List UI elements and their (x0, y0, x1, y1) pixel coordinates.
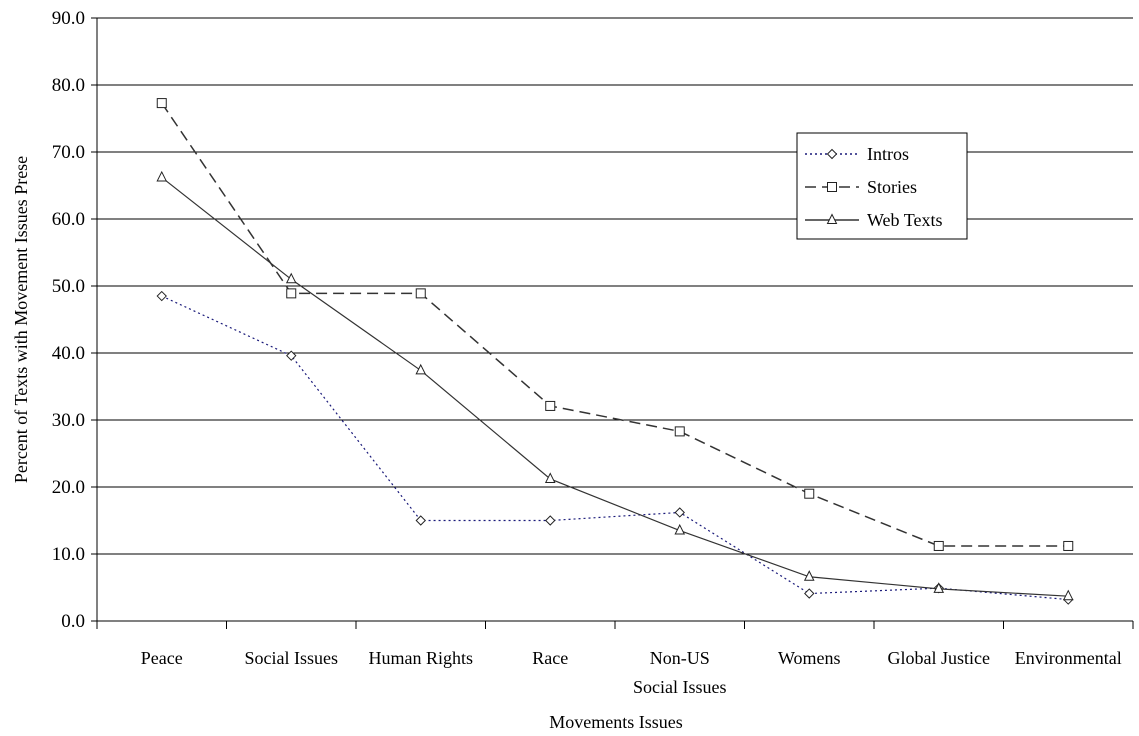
series-line-stories (161, 102, 1069, 547)
data-point-stories (156, 98, 167, 109)
data-point-web-texts (285, 272, 297, 284)
y-tick-label: 60.0 (52, 209, 85, 230)
data-point-stories (1063, 540, 1074, 551)
legend: Intros Stories Web Texts (796, 132, 968, 240)
data-point-stories (286, 288, 297, 299)
data-point-stories (933, 540, 944, 551)
data-point-intros (415, 515, 426, 526)
data-point-stories (545, 400, 556, 411)
data-point-stories (674, 426, 685, 437)
data-point-intros (286, 350, 297, 361)
data-point-web-texts (544, 472, 556, 483)
data-point-web-texts (1062, 589, 1074, 601)
y-tick-label: 50.0 (52, 276, 85, 297)
y-tick-label: 70.0 (52, 142, 85, 163)
data-point-stories (804, 488, 815, 499)
data-point-web-texts (803, 570, 815, 581)
x-tick-label: Race (532, 648, 568, 668)
series-line-intros (161, 295, 1069, 601)
x-tick-label: Social Issues (633, 677, 727, 697)
legend-box (796, 132, 968, 240)
y-tick-label: 80.0 (52, 75, 85, 96)
data-point-intros (674, 507, 685, 518)
legend-label-web-texts: Web Texts (867, 210, 942, 230)
y-tick-label: 20.0 (52, 477, 85, 498)
x-tick-label: Peace (141, 648, 183, 668)
data-point-intros (804, 588, 815, 599)
legend-marker-stories (827, 182, 837, 192)
legend-label-intros: Intros (867, 144, 909, 164)
x-tick-label: Global Justice (888, 648, 990, 668)
gridlines (96, 17, 1133, 622)
y-tick-label: 10.0 (52, 544, 85, 565)
x-tick-label: Social Issues (245, 648, 339, 668)
data-point-web-texts (933, 582, 945, 593)
legend-marker-web-texts (826, 213, 838, 224)
y-tick-label: 30.0 (52, 410, 85, 431)
x-tick-label: Womens (778, 648, 841, 668)
x-tick-label: Non-US (650, 648, 710, 668)
series-line-web-texts (161, 176, 1069, 597)
legend-marker-intros (826, 148, 838, 160)
y-axis-title: Percent of Texts with Movement Issues Pr… (11, 156, 31, 483)
y-tick-label: 40.0 (52, 343, 85, 364)
data-point-intros (545, 515, 556, 526)
x-tick-label: Environmental (1015, 648, 1122, 668)
x-axis: Peace Social Issues Human Rights Race Non-US… (96, 621, 1134, 697)
data-point-intros (156, 290, 167, 302)
y-tick-label: 0.0 (61, 611, 85, 632)
data-point-web-texts (674, 523, 686, 535)
data-point-stories (415, 288, 426, 299)
x-tick-label: Human Rights (368, 648, 473, 668)
legend-label-stories: Stories (867, 177, 917, 197)
y-tick-label: 90.0 (52, 8, 85, 29)
y-axis-ticks: 0.0 10.0 20.0 30.0 40.0 50.0 60.0 70.0 80.0 90.0 (52, 8, 97, 632)
data-point-web-texts (415, 363, 427, 375)
series-lines (156, 98, 1074, 605)
data-point-web-texts (156, 170, 168, 182)
x-axis-title: Movements Issues (549, 712, 683, 732)
